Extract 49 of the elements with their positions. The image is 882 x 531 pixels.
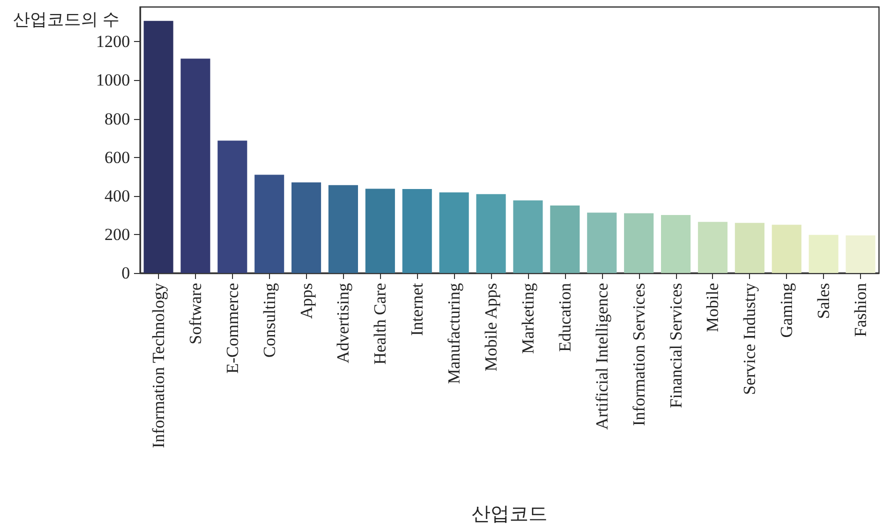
bar bbox=[476, 194, 506, 273]
y-tick-label: 1000 bbox=[96, 70, 130, 90]
x-tick-label: Education bbox=[555, 282, 574, 352]
bar bbox=[513, 200, 543, 273]
bar bbox=[144, 20, 174, 273]
x-tick-label: Manufacturing bbox=[444, 282, 464, 384]
bar bbox=[808, 234, 838, 273]
x-axis-title: 산업코드 bbox=[472, 504, 548, 525]
bar bbox=[402, 188, 432, 273]
x-tick-label: Advertising bbox=[334, 282, 353, 364]
x-tick-label: Software bbox=[186, 283, 205, 344]
x-tick-label: Service Industry bbox=[740, 282, 760, 395]
y-tick-label: 600 bbox=[104, 148, 130, 167]
bar bbox=[624, 213, 654, 273]
x-tick-label: Financial Services bbox=[666, 283, 686, 408]
bar bbox=[180, 58, 210, 273]
x-tick-label: Marketing bbox=[518, 282, 538, 354]
y-tick-label: 400 bbox=[104, 186, 130, 206]
y-axis-title: 산업코드의 수 bbox=[13, 10, 120, 29]
bar bbox=[254, 174, 284, 273]
x-tick-label: Sales bbox=[814, 283, 834, 319]
bar bbox=[439, 192, 469, 273]
bar bbox=[550, 206, 580, 273]
y-tick-label: 1200 bbox=[96, 32, 130, 52]
x-tick-label: Internet bbox=[408, 282, 427, 336]
bar bbox=[698, 222, 728, 273]
y-tick-label: 0 bbox=[122, 264, 130, 282]
x-tick-label: Health Care bbox=[370, 283, 390, 365]
x-tick-label: Information Technology bbox=[148, 282, 168, 448]
bar bbox=[587, 212, 617, 273]
bar bbox=[772, 224, 802, 273]
x-tick-label: Consulting bbox=[260, 282, 279, 358]
x-tick-label: Information Services bbox=[629, 283, 648, 426]
x-tick-label: Mobile bbox=[703, 283, 722, 332]
x-tick-label: Artificial Intelligence bbox=[592, 283, 612, 430]
x-tick-label: Fashion bbox=[851, 282, 870, 337]
bar bbox=[734, 222, 764, 273]
y-tick-label: 800 bbox=[104, 109, 130, 128]
bar bbox=[328, 185, 358, 273]
bar bbox=[365, 188, 395, 273]
bar bbox=[660, 214, 691, 273]
bar bbox=[846, 235, 876, 273]
bar bbox=[291, 182, 322, 273]
x-tick-label: Gaming bbox=[777, 282, 796, 338]
y-tick-label: 200 bbox=[104, 224, 130, 244]
bar bbox=[218, 140, 248, 273]
x-tick-label: Mobile Apps bbox=[482, 283, 501, 372]
x-tick-label: Apps bbox=[296, 283, 316, 319]
x-tick-label: E-Commerce bbox=[222, 283, 242, 374]
